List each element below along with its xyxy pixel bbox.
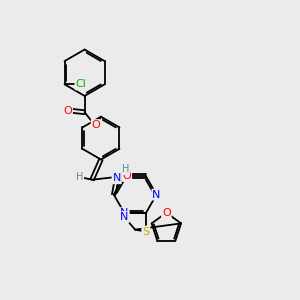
Text: O: O bbox=[63, 106, 72, 116]
Text: H: H bbox=[76, 172, 83, 182]
Text: N: N bbox=[120, 208, 129, 218]
Text: O: O bbox=[162, 208, 171, 218]
Text: O: O bbox=[92, 120, 100, 130]
Text: N: N bbox=[120, 212, 129, 222]
Text: N: N bbox=[112, 173, 121, 183]
Text: N: N bbox=[152, 190, 161, 200]
Text: H: H bbox=[122, 164, 129, 174]
Text: S: S bbox=[142, 226, 149, 236]
Text: O: O bbox=[122, 171, 131, 181]
Text: Cl: Cl bbox=[75, 79, 86, 89]
